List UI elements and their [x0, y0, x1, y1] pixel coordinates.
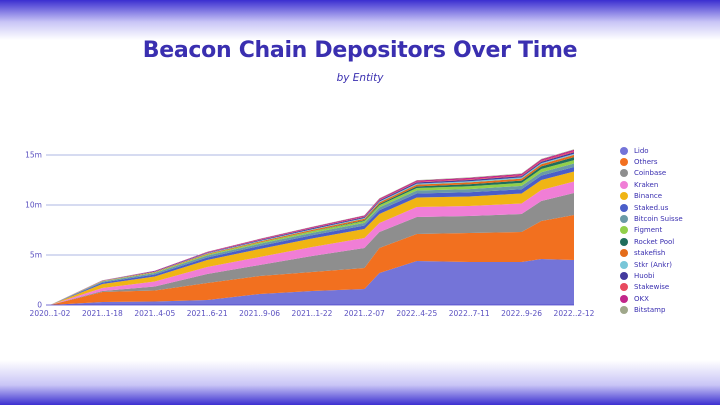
legend-label: Stakewise: [634, 283, 670, 292]
legend-swatch: [620, 294, 628, 303]
legend-swatch: [620, 146, 628, 155]
legend-swatch: [620, 306, 628, 315]
legend-swatch: [620, 226, 628, 235]
legend-item-stkr-ankr: Stkr (Ankr): [620, 259, 683, 270]
legend-swatch: [620, 158, 628, 167]
legend-item-stakewise: Stakewise: [620, 282, 683, 293]
area-series-coinbase: [50, 193, 574, 305]
legend-item-bitcoin-suisse: Bitcoin Suisse: [620, 213, 683, 224]
legend-label: Huobi: [634, 271, 655, 280]
legend-swatch: [620, 192, 628, 201]
legend-swatch: [620, 180, 628, 189]
area-series-staked-us: [50, 167, 574, 305]
area-series-others: [50, 215, 574, 305]
area-series-lido: [50, 259, 574, 305]
legend-swatch: [620, 283, 628, 292]
legend-item-binance: Binance: [620, 191, 683, 202]
x-tick-label: 2022..2-12: [554, 309, 595, 318]
area-series-okx: [50, 149, 574, 305]
x-tick-label: 2022..9-26: [501, 309, 542, 318]
legend-item-stakefish: stakefish: [620, 248, 683, 259]
legend-label: Bitcoin Suisse: [634, 215, 683, 224]
legend-swatch: [620, 215, 628, 224]
x-tick-label: 2021..2-07: [344, 309, 385, 318]
x-tick-label: 2021..1-22: [292, 309, 333, 318]
area-series-binance: [50, 171, 574, 305]
legend-label: Staked.us: [634, 203, 669, 212]
legend-label: Coinbase: [634, 169, 667, 178]
x-tick-label: 2021..4-05: [134, 309, 175, 318]
legend-swatch: [620, 203, 628, 212]
legend-swatch: [620, 271, 628, 280]
y-tick-label: 10m: [25, 201, 42, 210]
legend-label: Binance: [634, 192, 663, 201]
y-tick-label: 0: [37, 301, 42, 310]
chart-legend: Lido Others Coinbase Kraken Binance Staked.us…: [620, 145, 683, 316]
legend-label: Kraken: [634, 180, 659, 189]
area-series-kraken: [50, 181, 574, 305]
legend-label: Bitstamp: [634, 306, 666, 315]
x-tick-label: 2022..4-25: [396, 309, 437, 318]
legend-swatch: [620, 169, 628, 178]
legend-swatch: [620, 249, 628, 258]
legend-item-bitstamp: Bitstamp: [620, 304, 683, 315]
legend-item-staked-us: Staked.us: [620, 202, 683, 213]
legend-label: Others: [634, 158, 658, 167]
x-tick-label: 2022..7-11: [449, 309, 490, 318]
legend-swatch: [620, 260, 628, 269]
area-series-stkr-ankr: [50, 153, 574, 305]
y-tick-label: 5m: [30, 251, 42, 260]
legend-item-lido: Lido: [620, 145, 683, 156]
legend-item-huobi: Huobi: [620, 270, 683, 281]
legend-swatch: [620, 237, 628, 246]
x-tick-label: 2020..1-02: [30, 309, 71, 318]
area-series-stakewise: [50, 151, 574, 305]
legend-item-okx: OKX: [620, 293, 683, 304]
legend-item-figment: Figment: [620, 225, 683, 236]
x-tick-label: 2021..1-18: [82, 309, 123, 318]
legend-item-others: Others: [620, 156, 683, 167]
chart-subtitle: by Entity: [336, 72, 384, 84]
legend-item-rocket-pool: Rocket Pool: [620, 236, 683, 247]
legend-label: stakefish: [634, 249, 666, 258]
x-tick-label: 2021..9-06: [239, 309, 280, 318]
legend-label: OKX: [634, 294, 649, 303]
area-series-figment: [50, 160, 574, 305]
y-tick-label: 15m: [25, 151, 42, 160]
legend-item-kraken: Kraken: [620, 179, 683, 190]
chart-title: Beacon Chain Depositors Over Time: [142, 38, 578, 63]
legend-item-coinbase: Coinbase: [620, 168, 683, 179]
x-tick-label: 2021..6-21: [187, 309, 228, 318]
area-series-bitcoin-suisse: [50, 163, 574, 305]
area-series-huobi: [50, 152, 574, 305]
area-series-stakefish: [50, 154, 574, 305]
legend-label: Rocket Pool: [634, 237, 675, 246]
legend-label: Lido: [634, 146, 649, 155]
legend-label: Figment: [634, 226, 663, 235]
legend-label: Stkr (Ankr): [634, 260, 672, 269]
